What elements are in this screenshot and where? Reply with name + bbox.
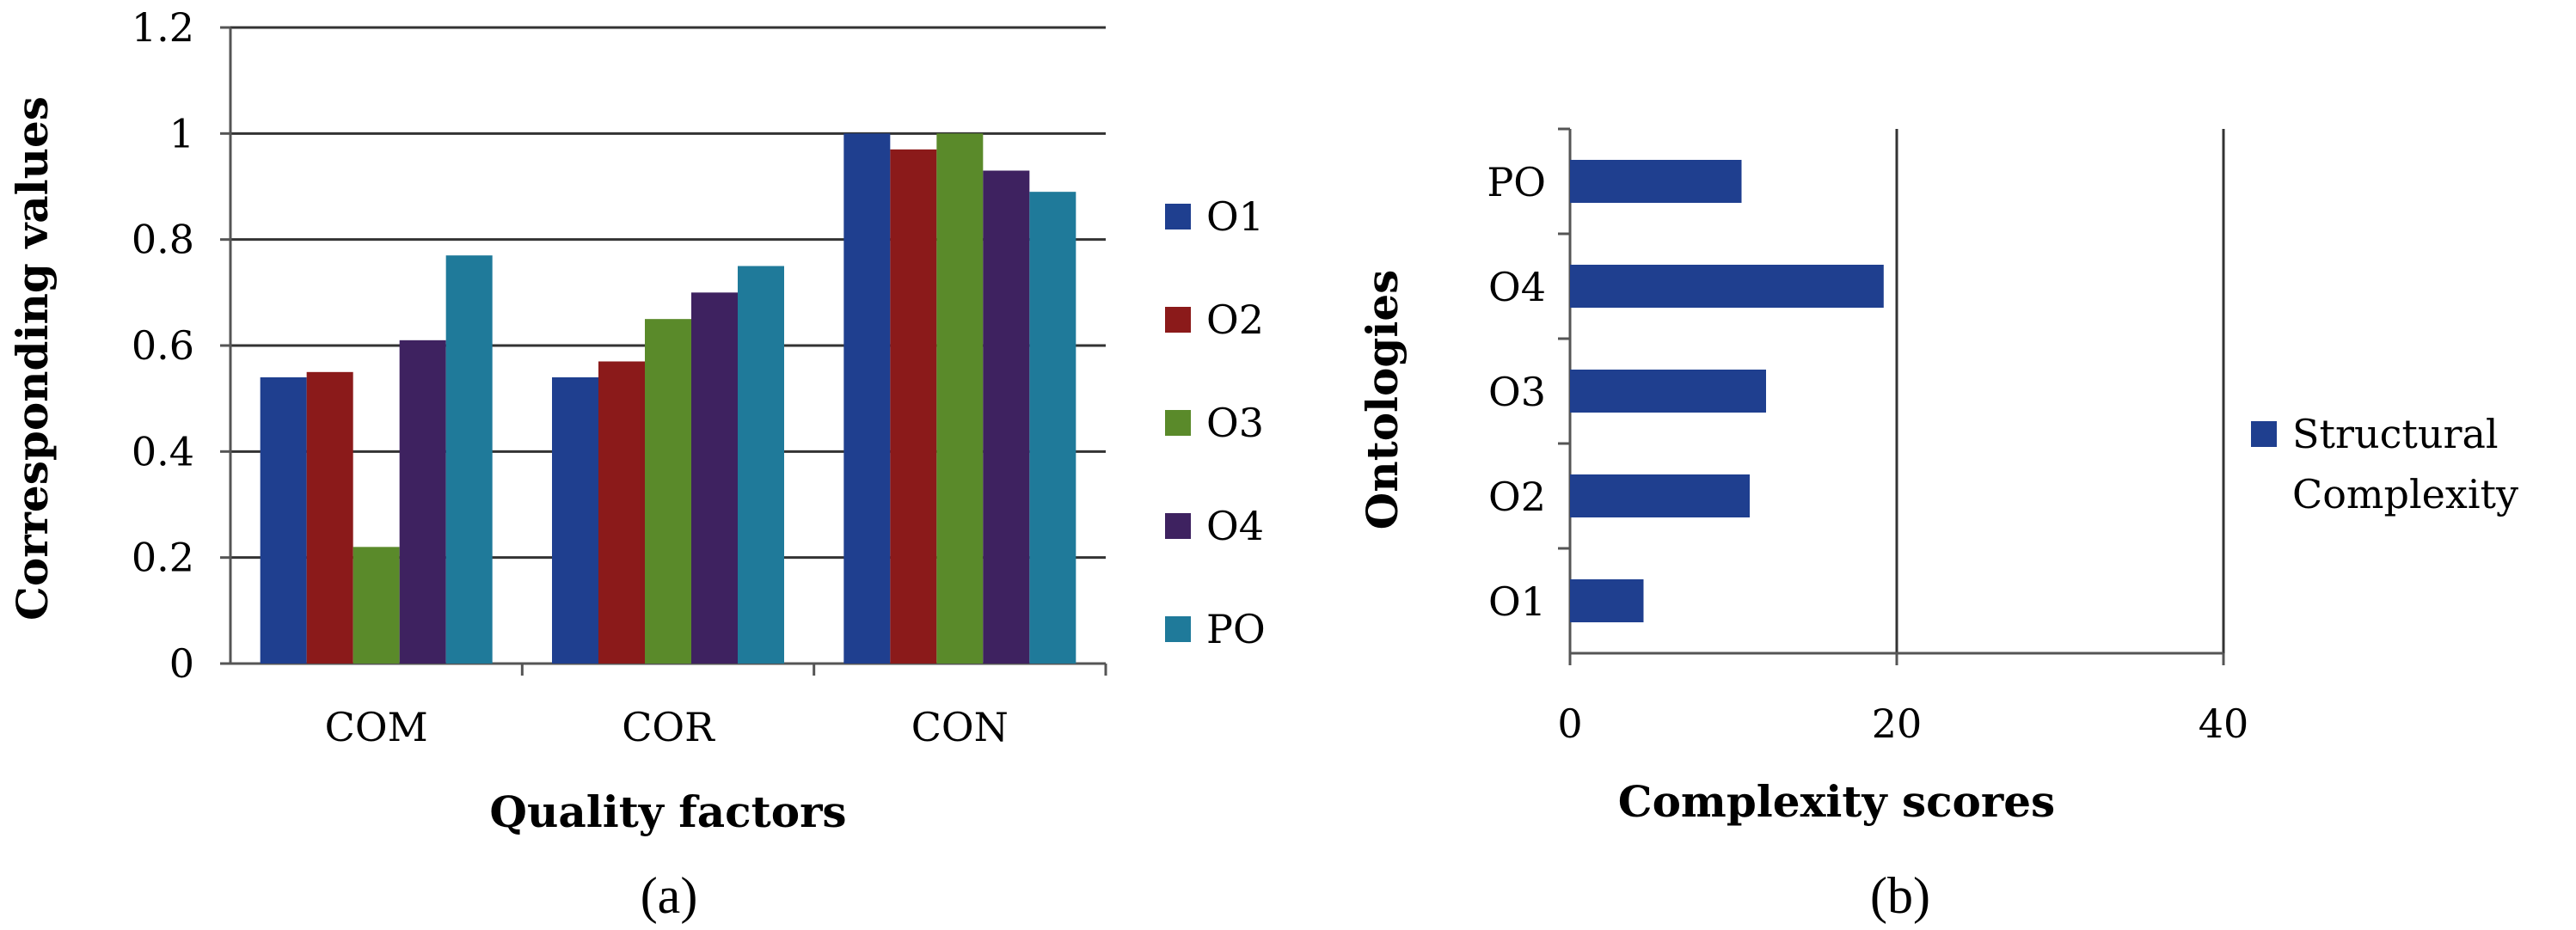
bar-o2	[1570, 474, 1750, 517]
legend-label-po: PO	[1206, 606, 1266, 652]
bar-cor-o1	[552, 377, 598, 664]
legend-label-o2: O2	[1206, 297, 1264, 343]
bar-com-o2	[306, 371, 353, 664]
y-tick-label: 0.8	[132, 217, 194, 263]
legend-swatch-o1	[1165, 204, 1191, 229]
y-axis-title: Corresponding values	[7, 96, 58, 621]
y-tick-label: 1	[169, 110, 194, 156]
bar-cor-o4	[691, 292, 738, 664]
x-tick-label: 40	[2199, 701, 2249, 747]
bar-po	[1570, 160, 1742, 203]
x-tick-label: 0	[1557, 701, 1582, 747]
bar-con-o3	[936, 133, 984, 664]
bar-con-o1	[843, 133, 891, 664]
legend-swatch-o4	[1165, 513, 1191, 539]
y-tick-label: 1.2	[132, 4, 194, 51]
bar-com-o1	[260, 377, 307, 664]
legend-swatch-structural-complexity	[2251, 421, 2277, 447]
y-category-label: PO	[1487, 159, 1546, 205]
bar-com-o3	[353, 547, 400, 664]
x-axis-title: Quality factors	[489, 786, 846, 837]
bar-con-po	[1029, 192, 1076, 664]
legend-label-line-1: Structural	[2292, 411, 2499, 457]
x-category-label: CON	[911, 704, 1009, 750]
x-category-label: COM	[325, 704, 428, 750]
legend-label-o1: O1	[1206, 193, 1264, 240]
y-tick-label: 0.2	[132, 535, 194, 581]
bar-cor-po	[738, 266, 784, 664]
bar-cor-o2	[598, 361, 645, 664]
chart-b-complexity-scores: 0 20 40 O1 O2 O3 O4 PO Complexity scores Ontologi…	[1357, 127, 2518, 924]
legend-label-o4: O4	[1206, 503, 1264, 549]
x-axis-title: Complexity scores	[1618, 776, 2055, 827]
bar-o1	[1570, 579, 1644, 622]
y-category-label: O1	[1488, 578, 1546, 625]
caption-a: (a)	[641, 867, 698, 924]
legend-label-o3: O3	[1206, 400, 1264, 446]
y-tick-label: 0.4	[132, 428, 194, 474]
bar-con-o4	[983, 170, 1030, 664]
bar-o3	[1570, 370, 1766, 413]
y-category-label: O2	[1488, 474, 1546, 520]
chart-a-quality-factors: 0 0.2 0.4 0.6 0.8 1 1.2 COM COR CON Quality factor…	[7, 4, 1266, 924]
y-tick-label: 0.6	[132, 322, 194, 369]
caption-b: (b)	[1870, 867, 1930, 924]
y-category-label: O4	[1488, 264, 1546, 310]
bar-con-o2	[890, 149, 937, 664]
x-tick-label: 20	[1872, 701, 1923, 747]
bar-com-po	[445, 255, 493, 664]
y-category-label: O3	[1488, 369, 1546, 415]
bar-o4	[1570, 265, 1884, 308]
y-axis-title: Ontologies	[1357, 270, 1408, 530]
legend-swatch-po	[1165, 616, 1191, 642]
legend-swatch-o3	[1165, 410, 1191, 436]
legend-label-line-2: Complexity	[2292, 471, 2518, 517]
bar-cor-o3	[645, 319, 691, 664]
legend-swatch-o2	[1165, 307, 1191, 333]
bar-com-o4	[399, 340, 446, 664]
x-category-label: COR	[622, 704, 715, 750]
y-tick-label: 0	[169, 640, 194, 687]
